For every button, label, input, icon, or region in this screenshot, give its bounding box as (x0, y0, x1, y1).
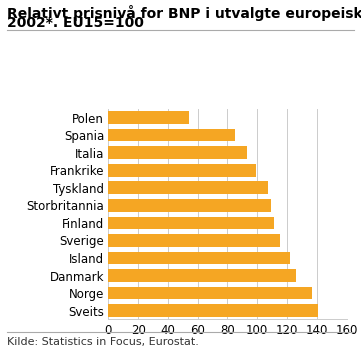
Text: Kilde: Statistics in Focus, Eurostat.: Kilde: Statistics in Focus, Eurostat. (7, 338, 199, 347)
Bar (108, 252, 290, 264)
Bar (108, 146, 247, 159)
Text: Relativt prisnivå for BNP i utvalgte europeiske land.: Relativt prisnivå for BNP i utvalgte eur… (7, 5, 361, 21)
Bar (108, 217, 274, 229)
Bar (108, 111, 189, 124)
Bar (108, 164, 256, 177)
Bar (108, 287, 312, 299)
Bar (108, 269, 296, 282)
Bar (108, 129, 235, 141)
Bar (108, 181, 268, 194)
Text: 2002*. EU15=100: 2002*. EU15=100 (7, 16, 144, 30)
Bar (108, 234, 279, 247)
Bar (108, 304, 318, 317)
Bar (108, 199, 271, 212)
